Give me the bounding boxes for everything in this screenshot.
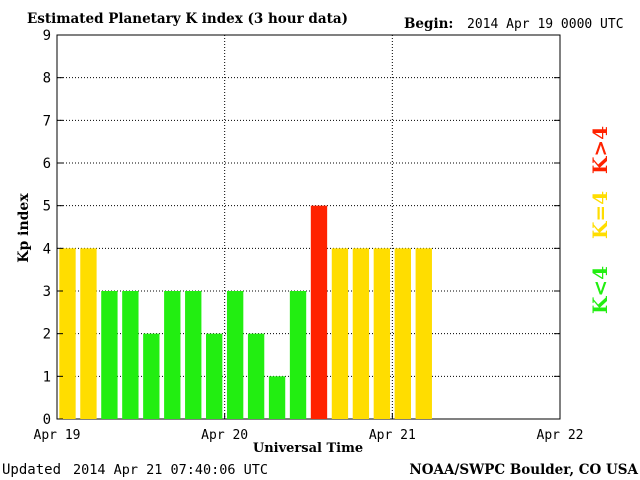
- y-tick-label: 6: [43, 156, 51, 172]
- kp-bar: [101, 291, 118, 419]
- chart-title: Estimated Planetary K index (3 hour data…: [27, 11, 348, 27]
- legend-equal: K=4: [588, 191, 612, 239]
- y-tick-label: 2: [43, 327, 51, 343]
- y-tick-label: 0: [43, 412, 51, 428]
- y-tick-label: 3: [43, 284, 51, 300]
- kp-bar: [164, 291, 181, 419]
- kp-bar: [59, 248, 76, 419]
- kp-bar: [268, 376, 286, 419]
- kp-bar: [310, 205, 328, 419]
- updated-value: 2014 Apr 21 07:40:06 UTC: [73, 462, 268, 478]
- begin-label: Begin:: [404, 16, 453, 32]
- x-axis-ticks: Apr 19 Apr 20 Apr 21 Apr 22: [34, 413, 584, 443]
- plot-frame: [56, 34, 561, 420]
- x-tick-label: Apr 20: [201, 428, 248, 443]
- kp-bar: [415, 248, 432, 419]
- y-axis-ticks: 0 1 2 3 4 5 6 7 8 9: [43, 28, 560, 428]
- kp-bar: [185, 291, 202, 419]
- x-axis-label: Universal Time: [253, 441, 363, 456]
- legend-high: K>4: [588, 126, 612, 174]
- plot-area: 0 1 2 3 4 5 6 7 8 9 Apr 19 Apr 20 Apr 21 Apr 22: [34, 28, 584, 443]
- kp-bar: [80, 248, 97, 419]
- x-tick-label: Apr 21: [369, 428, 416, 443]
- kp-bar: [122, 291, 139, 419]
- y-tick-label: 9: [43, 28, 51, 44]
- kp-bar: [394, 248, 411, 419]
- kp-bar: [373, 248, 391, 419]
- kp-bar: [226, 291, 244, 419]
- kp-bar: [289, 291, 307, 419]
- legend-low: K<4: [588, 266, 612, 314]
- kp-bar: [352, 248, 370, 419]
- gridlines: [57, 35, 560, 419]
- y-tick-label: 5: [43, 199, 51, 215]
- kp-bar: [143, 333, 160, 419]
- begin-value: 2014 Apr 19 0000 UTC: [467, 17, 624, 32]
- y-tick-label: 8: [43, 71, 51, 87]
- y-axis-label: Kp index: [16, 193, 32, 263]
- kp-bar: [206, 333, 223, 419]
- y-tick-label: 7: [43, 113, 51, 129]
- bars: [59, 205, 432, 419]
- kp-bar: [331, 248, 349, 419]
- x-tick-label: Apr 19: [34, 428, 81, 443]
- y-tick-label: 1: [43, 369, 51, 385]
- kp-bar: [247, 333, 265, 419]
- updated-label: Updated: [2, 462, 61, 478]
- credit-text: NOAA/SWPC Boulder, CO USA: [409, 462, 638, 478]
- x-tick-label: Apr 22: [537, 428, 584, 443]
- y-tick-label: 4: [43, 241, 51, 257]
